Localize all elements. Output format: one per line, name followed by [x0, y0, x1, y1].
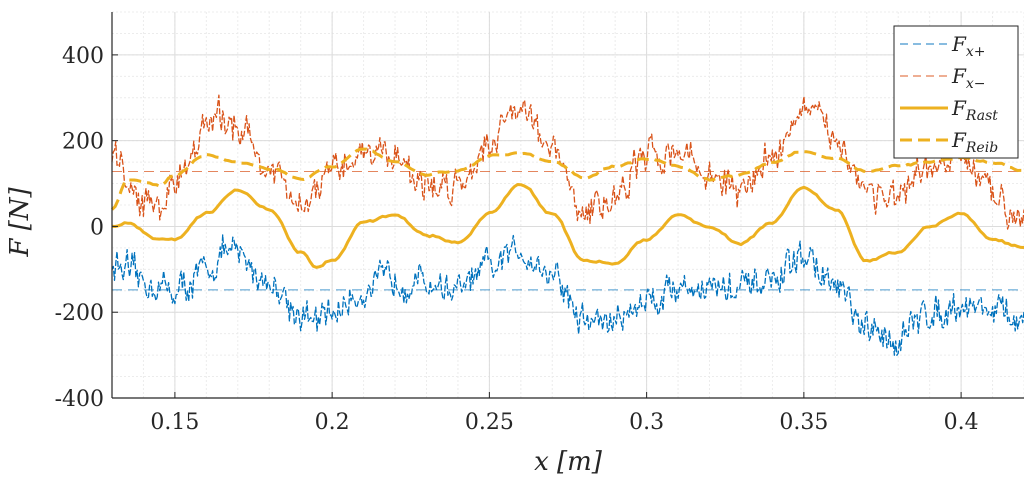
y-tick-label: -400: [55, 387, 104, 412]
series-line-f-reib: [110, 147, 1024, 211]
series-line-f-rast: [111, 183, 1024, 269]
y-axis-label: F [N]: [5, 186, 35, 257]
series-layer: [110, 94, 1024, 356]
legend-box: [893, 25, 1019, 159]
legend-label: Fx+: [951, 32, 986, 60]
ticks: 0.15 0.2 0.25 0.3 0.35 0.4 -400 -200 0 200 400: [55, 44, 979, 435]
x-tick-label: 0.35: [779, 410, 828, 435]
legend-label-main: F: [951, 128, 967, 152]
x-axis-label: x [m]: [534, 447, 603, 477]
legend-label: FReib: [951, 128, 998, 156]
legend-label-subscript: Reib: [965, 140, 998, 156]
x-tick-label: 0.2: [315, 410, 350, 435]
y-tick-label: 400: [62, 44, 104, 69]
x-tick-label: 0.3: [629, 410, 664, 435]
legend-label-main: F: [951, 32, 967, 56]
series-line-f-x-: [111, 234, 1024, 356]
y-tick-label: -200: [55, 301, 104, 326]
x-tick-label: 0.25: [465, 410, 514, 435]
legend-label-subscript: x+: [966, 44, 986, 60]
legend-label-subscript: x−: [966, 76, 986, 92]
x-tick-label: 0.4: [944, 410, 979, 435]
axes: [111, 12, 1024, 399]
legend-label-main: F: [951, 96, 967, 120]
grid: [111, 11, 1024, 399]
y-tick-label: 0: [90, 215, 104, 240]
legend-label: FRast: [951, 96, 998, 124]
series-line-f-x-: [111, 94, 1024, 230]
y-tick-label: 200: [62, 130, 104, 155]
legend-label-main: F: [951, 64, 967, 88]
legend-label: Fx−: [951, 64, 986, 92]
legend-label-subscript: Rast: [965, 108, 998, 124]
x-tick-label: 0.15: [150, 410, 199, 435]
